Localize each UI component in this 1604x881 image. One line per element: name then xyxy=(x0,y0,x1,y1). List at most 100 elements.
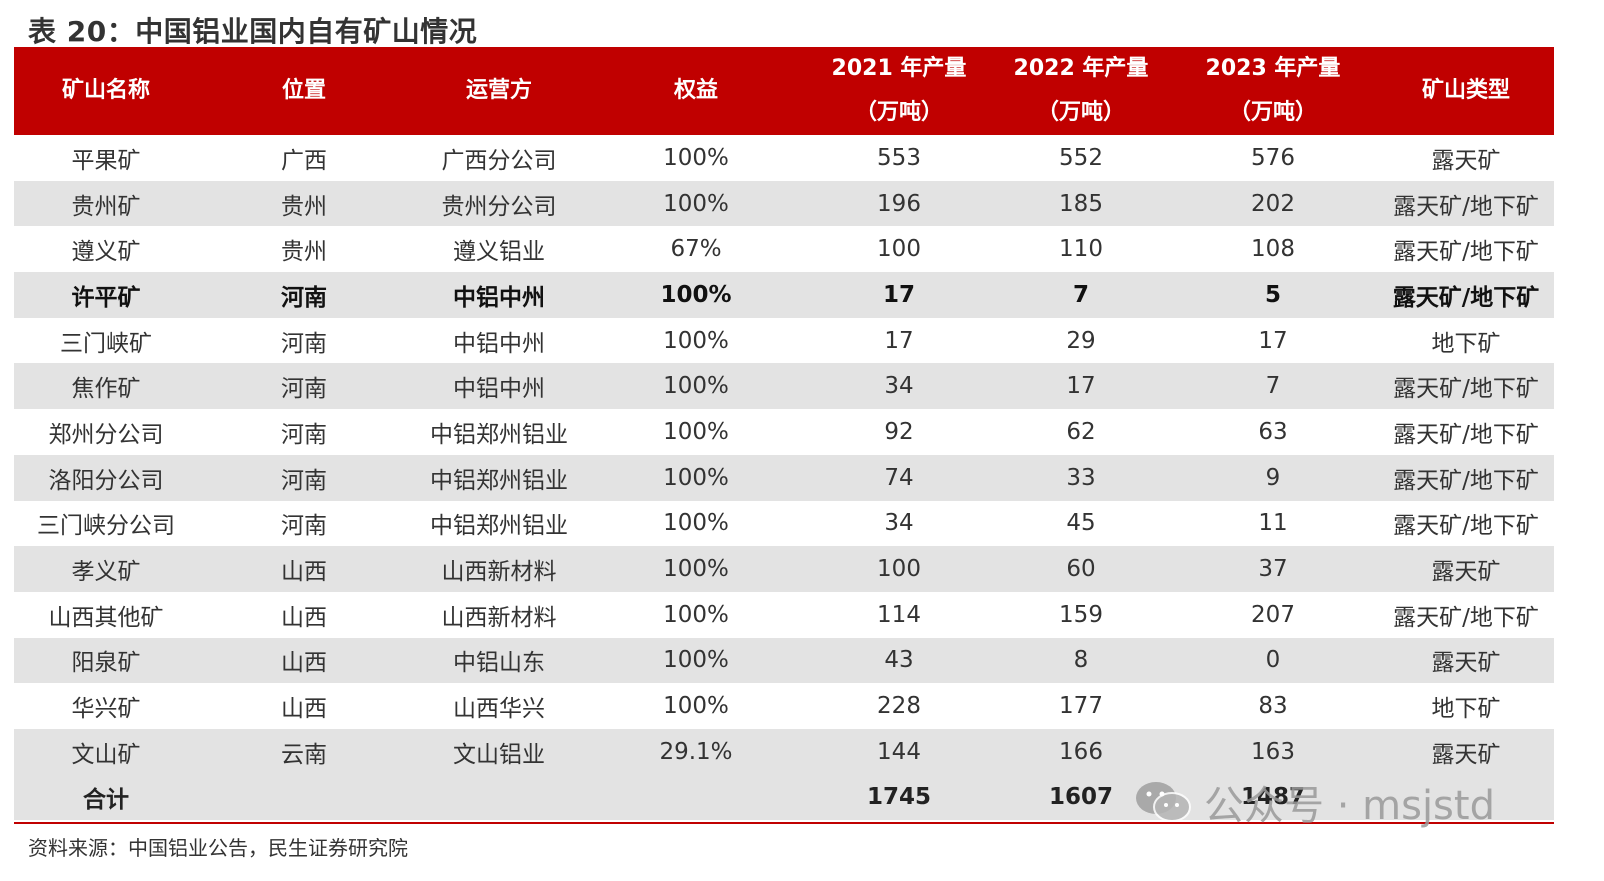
col-header-equity: 权益 xyxy=(673,78,718,103)
col-header-2022: 2022 年产量 （万吨） xyxy=(994,47,1168,135)
table-header: 矿山名称 位置 运营方 权益 2021 年产量 （万吨） 2022 年产量 （万… xyxy=(14,47,1554,135)
cell-y2023: 83 xyxy=(1258,693,1288,720)
cell-y2022: 33 xyxy=(1066,464,1096,491)
cell-type: 露天矿/地下矿 xyxy=(1393,376,1539,403)
cell-name: 山西其他矿 xyxy=(48,604,164,631)
cell-location: 云南 xyxy=(281,741,327,768)
cell-name: 文山矿 xyxy=(71,741,141,768)
cell-y2023: 5 xyxy=(1264,281,1281,308)
cell-name: 孝义矿 xyxy=(71,559,141,586)
cell-y2021: 34 xyxy=(884,373,914,400)
cell-y2021: 100 xyxy=(877,556,921,583)
table-row: 三门峡分公司 河南 中铝郑州铝业 100% 34 45 11 露天矿/地下矿 xyxy=(14,501,1554,547)
cell-operator: 中铝山东 xyxy=(453,650,545,677)
cell-y2023: 11 xyxy=(1258,510,1288,537)
cell-location: 河南 xyxy=(281,330,327,357)
cell-y2023: 108 xyxy=(1251,236,1295,263)
cell-location: 山西 xyxy=(281,650,327,677)
cell-type: 地下矿 xyxy=(1431,330,1501,357)
cell-location: 山西 xyxy=(281,559,327,586)
cell-y2023: 9 xyxy=(1265,464,1281,491)
cell-equity: 100% xyxy=(663,647,729,674)
cell-name: 郑州分公司 xyxy=(48,421,164,448)
cell-name: 许平矿 xyxy=(71,284,141,311)
cell-name: 平果矿 xyxy=(71,147,141,174)
table-row: 洛阳分公司 河南 中铝郑州铝业 100% 74 33 9 露天矿/地下矿 xyxy=(14,454,1554,501)
cell-y2022: 60 xyxy=(1066,556,1096,583)
col-header-2021-line2: （万吨） xyxy=(854,100,943,125)
cell-operator: 中铝郑州铝业 xyxy=(430,513,568,540)
total-2021: 1745 xyxy=(866,784,931,811)
total-2023: 1487 xyxy=(1240,784,1305,811)
cell-y2022: 110 xyxy=(1059,236,1103,263)
cell-location: 山西 xyxy=(281,696,327,723)
cell-y2021: 74 xyxy=(884,464,914,491)
cell-type: 露天矿/地下矿 xyxy=(1393,239,1539,266)
total-empty xyxy=(410,775,588,821)
cell-y2022: 29 xyxy=(1066,327,1096,354)
table-total-row: 合计 1745 1607 1487 xyxy=(14,774,1554,821)
cell-y2023: 17 xyxy=(1258,327,1288,354)
cell-type: 露天矿/地下矿 xyxy=(1393,467,1539,494)
cell-y2021: 17 xyxy=(884,327,914,354)
cell-y2023: 202 xyxy=(1251,190,1295,217)
cell-name: 阳泉矿 xyxy=(71,650,141,677)
cell-y2023: 163 xyxy=(1251,738,1295,765)
cell-y2022: 62 xyxy=(1066,418,1096,445)
cell-equity: 100% xyxy=(663,190,729,217)
cell-location: 河南 xyxy=(281,467,327,494)
cell-operator: 中铝中州 xyxy=(453,330,545,357)
cell-operator: 山西华兴 xyxy=(453,696,545,723)
cell-y2021: 553 xyxy=(877,144,921,171)
cell-equity: 100% xyxy=(663,144,729,171)
page-title: 表 20：中国铝业国内自有矿山情况 xyxy=(28,15,478,48)
cell-y2023: 207 xyxy=(1251,601,1295,628)
cell-name: 华兴矿 xyxy=(71,696,141,723)
cell-location: 河南 xyxy=(281,513,327,540)
total-label: 合计 xyxy=(83,787,129,814)
cell-y2023: 37 xyxy=(1258,556,1288,583)
total-empty xyxy=(198,775,410,821)
cell-location: 贵州 xyxy=(281,193,327,220)
table-body: 平果矿 广西 广西分公司 100% 553 552 576 露天矿 贵州矿 贵州 贵州分公司 100%… xyxy=(14,135,1554,821)
cell-y2022: 552 xyxy=(1059,144,1103,171)
cell-y2022: 159 xyxy=(1059,601,1103,628)
cell-name: 三门峡分公司 xyxy=(37,513,175,540)
cell-equity: 100% xyxy=(663,418,729,445)
cell-y2021: 17 xyxy=(882,281,915,308)
cell-y2021: 43 xyxy=(884,647,914,674)
table-row: 贵州矿 贵州 贵州分公司 100% 196 185 202 露天矿/地下矿 xyxy=(14,180,1554,227)
cell-name: 贵州矿 xyxy=(71,193,141,220)
cell-type: 露天矿 xyxy=(1431,650,1501,677)
table-row: 平果矿 广西 广西分公司 100% 553 552 576 露天矿 xyxy=(14,135,1554,181)
total-empty xyxy=(588,775,804,821)
cell-type: 露天矿 xyxy=(1431,741,1501,768)
cell-equity: 100% xyxy=(663,601,729,628)
cell-equity: 100% xyxy=(663,510,729,537)
table-row: 郑州分公司 河南 中铝郑州铝业 100% 92 62 63 露天矿/地下矿 xyxy=(14,409,1554,455)
cell-y2023: 7 xyxy=(1265,373,1281,400)
cell-y2022: 8 xyxy=(1073,647,1089,674)
col-header-mine-name: 矿山名称 xyxy=(61,78,150,103)
table-row: 许平矿 河南 中铝中州 100% 17 7 5 露天矿/地下矿 xyxy=(14,272,1554,318)
cell-name: 洛阳分公司 xyxy=(48,467,164,494)
cell-operator: 文山铝业 xyxy=(453,741,545,768)
wechat-icon xyxy=(1134,780,1192,824)
cell-y2021: 92 xyxy=(884,418,914,445)
table-row: 三门峡矿 河南 中铝中州 100% 17 29 17 地下矿 xyxy=(14,318,1554,364)
cell-y2023: 63 xyxy=(1258,418,1288,445)
cell-y2021: 144 xyxy=(877,738,921,765)
table-row: 焦作矿 河南 中铝中州 100% 34 17 7 露天矿/地下矿 xyxy=(14,363,1554,410)
cell-equity: 100% xyxy=(663,556,729,583)
table-row: 阳泉矿 山西 中铝山东 100% 43 8 0 露天矿 xyxy=(14,637,1554,684)
cell-operator: 中铝郑州铝业 xyxy=(430,421,568,448)
cell-y2021: 228 xyxy=(877,693,921,720)
cell-location: 河南 xyxy=(281,284,327,311)
cell-type: 露天矿 xyxy=(1431,147,1501,174)
cell-y2023: 576 xyxy=(1251,144,1295,171)
col-header-2021: 2021 年产量 （万吨） xyxy=(804,47,994,135)
cell-operator: 山西新材料 xyxy=(441,604,557,631)
cell-operator: 中铝郑州铝业 xyxy=(430,467,568,494)
watermark: 公众号 · msjstd xyxy=(1134,776,1495,829)
cell-y2022: 45 xyxy=(1066,510,1096,537)
